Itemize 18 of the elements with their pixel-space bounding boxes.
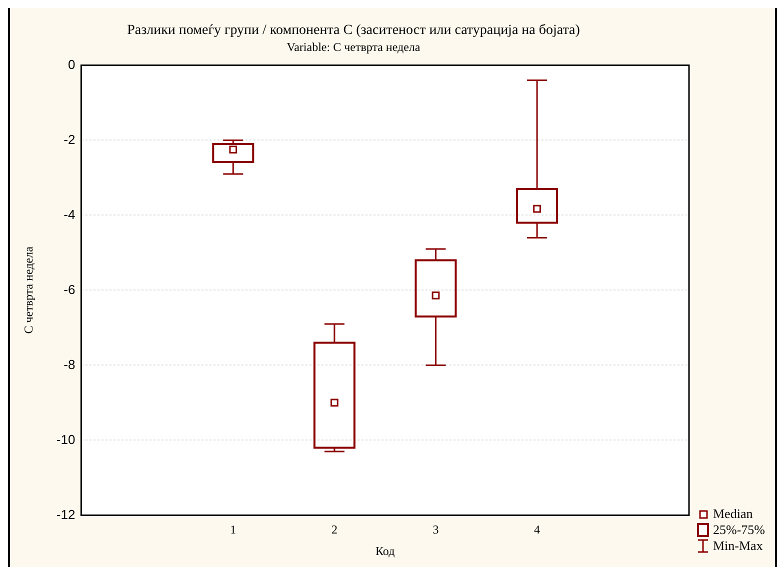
y-tick-label: -2	[64, 132, 76, 147]
y-tick-label: -12	[56, 506, 76, 522]
text: 25%-75%	[713, 522, 765, 538]
y-tick-label: -8	[64, 356, 76, 372]
text: Median	[713, 506, 753, 522]
x-tick-label: 3	[432, 522, 439, 537]
chart-title: Разлики помеѓу групи / компонента С (заситеност или сатурација на бојата)	[127, 23, 580, 38]
chart-subtitle: Variable: С четврта недела	[286, 40, 421, 54]
x-tick-label: 1	[230, 522, 236, 537]
x-tick-label: 4	[534, 522, 540, 537]
y-tick-label: -10	[56, 432, 76, 447]
y-tick-label: -6	[64, 282, 76, 297]
y-axis-title: С четврта недела	[21, 246, 36, 334]
x-axis-title: Код	[376, 544, 395, 558]
x-tick-label: 2	[331, 522, 338, 537]
y-tick-label: -4	[64, 206, 76, 222]
y-tick-label: 0	[68, 56, 76, 72]
text: Min-Max	[713, 538, 763, 554]
